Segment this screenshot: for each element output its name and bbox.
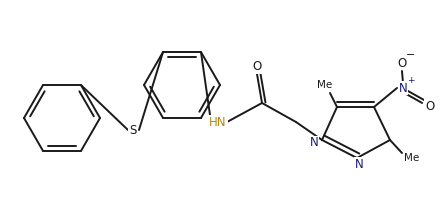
- Text: HN: HN: [209, 115, 227, 129]
- Text: N: N: [399, 82, 408, 94]
- Text: N: N: [354, 157, 363, 170]
- Text: Me: Me: [317, 80, 333, 90]
- Text: Me: Me: [404, 153, 419, 163]
- Text: S: S: [130, 124, 137, 136]
- Text: O: O: [425, 100, 434, 112]
- Text: −: −: [406, 50, 415, 60]
- Text: +: +: [407, 75, 415, 85]
- Text: N: N: [310, 136, 318, 149]
- Text: O: O: [397, 56, 407, 69]
- Text: O: O: [252, 61, 262, 73]
